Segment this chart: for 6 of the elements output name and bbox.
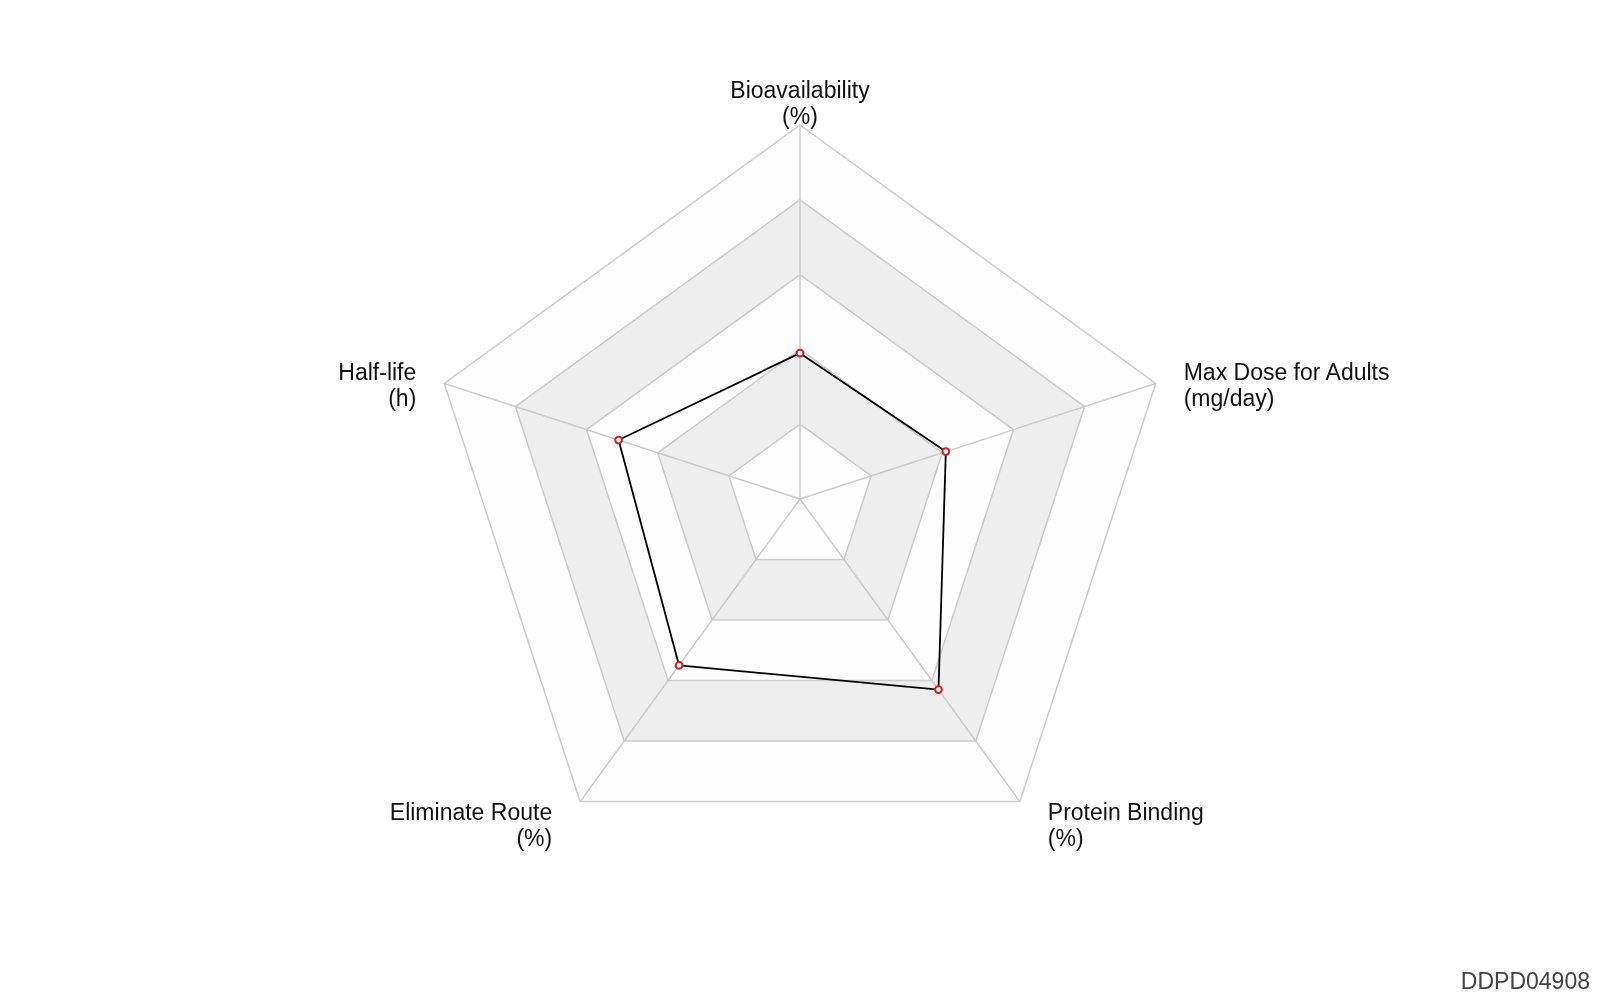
spoke-label: Eliminate Route (%) (389, 798, 553, 851)
spoke-label: Bioavailability (%) (730, 77, 871, 129)
spoke-label: Protein Binding (%) (1047, 798, 1204, 851)
spoke-label: Half-life (h) (338, 359, 417, 412)
spoke-label: Max Dose for Adults (mg/day) (1183, 359, 1390, 412)
text: DDPD04908 (1460, 968, 1590, 994)
